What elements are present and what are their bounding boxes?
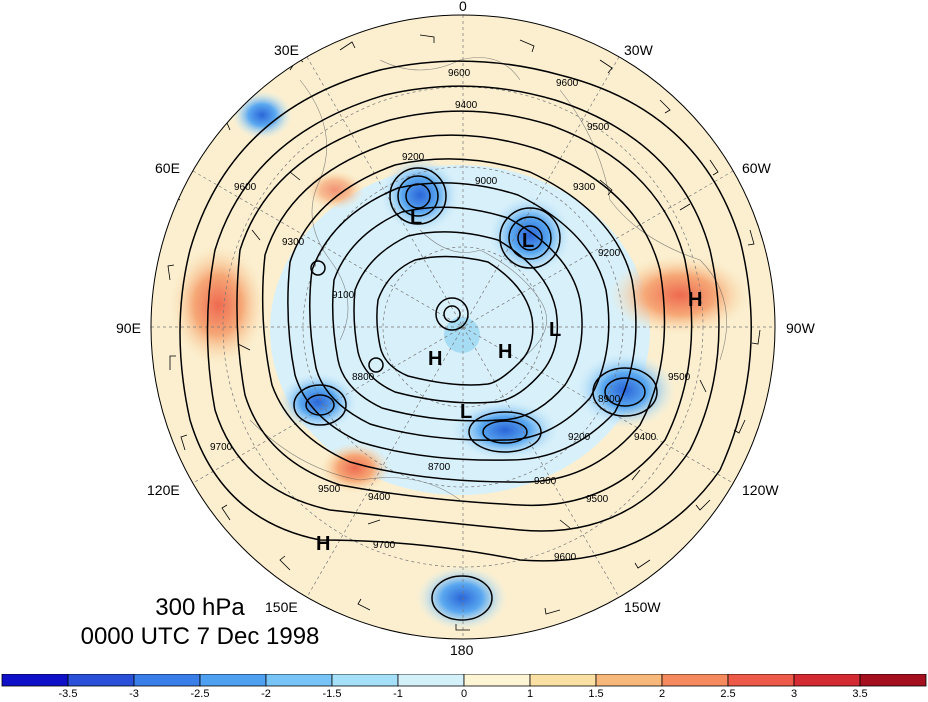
polar-stereographic-map: 9600 9600 9500 9400 9300 9200 9100 9000 … — [150, 14, 776, 640]
map-boundary — [150, 14, 776, 640]
color-scale-swatch — [397, 673, 465, 687]
color-scale-bar — [0, 673, 928, 702]
contour-value-labels: 9600 9600 9500 9400 9300 9200 9100 9000 … — [210, 68, 691, 563]
color-scale-swatch — [727, 673, 795, 687]
color-scale-swatch — [133, 673, 201, 687]
color-scale-tick-label: 2.5 — [720, 688, 736, 700]
color-scale-tick-label: -3.5 — [58, 688, 78, 700]
contour-label: 9300 — [573, 182, 596, 193]
contour-label: 9600 — [554, 552, 577, 563]
contour-label: 8900 — [598, 394, 621, 405]
contour-label: 9300 — [534, 476, 557, 487]
graticule — [151, 15, 775, 639]
meridian-label-180: 180 — [450, 642, 474, 658]
contour-label: 9300 — [282, 237, 305, 248]
color-scale-tick-label: 1 — [526, 688, 534, 700]
contour-label: 9600 — [448, 68, 471, 79]
color-scale-swatch — [67, 673, 135, 687]
contour-label: 9500 — [318, 484, 341, 495]
contour-label: 9600 — [234, 182, 257, 193]
meridian-label-90e: 90E — [116, 320, 141, 336]
contour-label: 9400 — [634, 432, 657, 443]
pressure-center-markers: L L L L H H H H — [316, 207, 702, 555]
color-scale-tick-label: -1 — [393, 688, 403, 700]
color-scale-tick-label: -3 — [129, 688, 139, 700]
high-center-label: H — [428, 348, 442, 370]
contour-label: 9500 — [586, 494, 609, 505]
low-center-label: L — [522, 230, 534, 252]
meridian-label-150w: 150W — [624, 599, 661, 615]
color-scale-tick-label: -2.5 — [190, 688, 210, 700]
color-scale-tick-label: -1.5 — [322, 688, 342, 700]
low-center-label: L — [549, 319, 561, 341]
color-scale-tick-label: -2 — [261, 688, 271, 700]
color-scale-tick-label: 3.5 — [852, 688, 868, 700]
color-scale-tick-label: 1.5 — [588, 688, 604, 700]
meridian-label-30w: 30W — [624, 42, 653, 58]
low-center-label: L — [460, 401, 472, 423]
wind-barbs — [161, 34, 761, 631]
coastline-sketch — [249, 57, 727, 501]
color-scale-tick-label: 2 — [658, 688, 666, 700]
color-scale-swatch — [1, 673, 69, 687]
color-scale-svg — [1, 673, 927, 687]
color-scale-swatch — [859, 673, 927, 687]
color-scale-swatch — [793, 673, 861, 687]
contour-label: 8700 — [428, 462, 451, 473]
color-scale-swatch — [199, 673, 267, 687]
contour-label: 9500 — [668, 372, 691, 383]
high-center-label: H — [688, 289, 702, 311]
contour-label: 9500 — [587, 122, 610, 133]
contour-label: 9700 — [373, 540, 396, 551]
meridian-label-60e: 60E — [155, 160, 180, 176]
contour-label: 9100 — [332, 290, 355, 301]
color-scale-swatch — [463, 673, 531, 687]
meridian-label-120w: 120W — [742, 482, 779, 498]
contour-label: 9600 — [556, 78, 579, 89]
color-scale-swatch — [661, 673, 729, 687]
color-scale-tick-label: 0 — [460, 688, 468, 700]
contour-label: 9200 — [598, 248, 621, 259]
contour-label: 9400 — [455, 100, 478, 111]
meridian-label-0: 0 — [459, 0, 467, 14]
color-scale-swatch — [529, 673, 597, 687]
meridian-label-30e: 30E — [274, 42, 299, 58]
high-center-label: H — [498, 341, 512, 363]
valid-time-caption: 0000 UTC 7 Dec 1998 — [80, 623, 320, 650]
meridian-label-120e: 120E — [147, 482, 180, 498]
color-scale-swatch — [595, 673, 663, 687]
height-contours — [179, 60, 752, 621]
color-scale-swatch — [265, 673, 333, 687]
pressure-level-caption: 300 hPa — [155, 594, 245, 621]
contour-label: 9700 — [210, 442, 233, 453]
high-center-label: H — [316, 533, 330, 555]
contour-label: 9000 — [475, 176, 498, 187]
color-scale-tick-label: 3 — [790, 688, 798, 700]
contour-label: 9400 — [368, 492, 391, 503]
meridian-label-150e: 150E — [265, 599, 298, 615]
meridian-label-90w: 90W — [786, 320, 815, 336]
meridian-label-60w: 60W — [742, 160, 771, 176]
contour-label: 9200 — [568, 432, 591, 443]
contour-label: 9200 — [402, 152, 425, 163]
color-scale-swatch — [331, 673, 399, 687]
contour-label: 8800 — [352, 372, 375, 383]
low-center-label: L — [410, 207, 422, 229]
